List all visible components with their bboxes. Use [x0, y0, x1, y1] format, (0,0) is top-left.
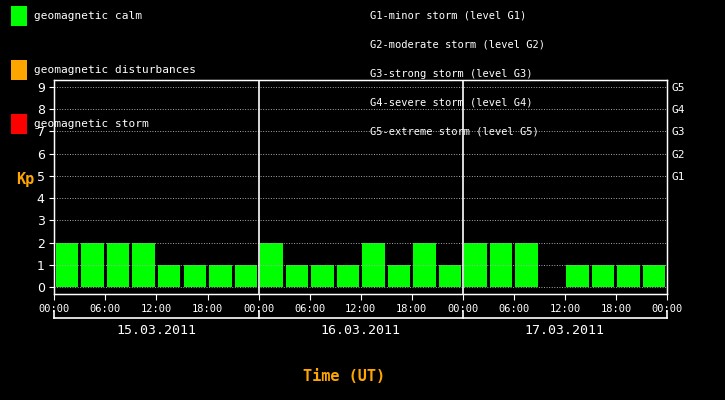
Text: 17.03.2011: 17.03.2011: [525, 324, 605, 336]
Bar: [107, 243, 130, 287]
Text: 15.03.2011: 15.03.2011: [117, 324, 196, 336]
Bar: [618, 265, 640, 287]
Text: G2-moderate storm (level G2): G2-moderate storm (level G2): [370, 40, 544, 50]
Bar: [133, 243, 155, 287]
Text: G1-minor storm (level G1): G1-minor storm (level G1): [370, 11, 526, 21]
Bar: [336, 265, 359, 287]
Bar: [209, 265, 231, 287]
Bar: [311, 265, 334, 287]
Text: G5-extreme storm (level G5): G5-extreme storm (level G5): [370, 126, 539, 136]
Bar: [286, 265, 308, 287]
Bar: [183, 265, 206, 287]
Bar: [515, 243, 538, 287]
Text: Time (UT): Time (UT): [303, 369, 386, 384]
Text: geomagnetic storm: geomagnetic storm: [34, 119, 149, 129]
Bar: [158, 265, 181, 287]
Y-axis label: Kp: Kp: [17, 172, 35, 187]
Text: G3-strong storm (level G3): G3-strong storm (level G3): [370, 69, 532, 78]
Bar: [566, 265, 589, 287]
Bar: [439, 265, 461, 287]
Text: geomagnetic disturbances: geomagnetic disturbances: [34, 65, 196, 75]
Bar: [235, 265, 257, 287]
Bar: [643, 265, 666, 287]
Bar: [388, 265, 410, 287]
Bar: [592, 265, 614, 287]
Text: 16.03.2011: 16.03.2011: [320, 324, 401, 336]
Text: geomagnetic calm: geomagnetic calm: [34, 11, 142, 21]
Bar: [56, 243, 78, 287]
Bar: [413, 243, 436, 287]
Bar: [464, 243, 486, 287]
Bar: [260, 243, 283, 287]
Bar: [81, 243, 104, 287]
Bar: [362, 243, 385, 287]
Bar: [490, 243, 513, 287]
Text: G4-severe storm (level G4): G4-severe storm (level G4): [370, 97, 532, 107]
